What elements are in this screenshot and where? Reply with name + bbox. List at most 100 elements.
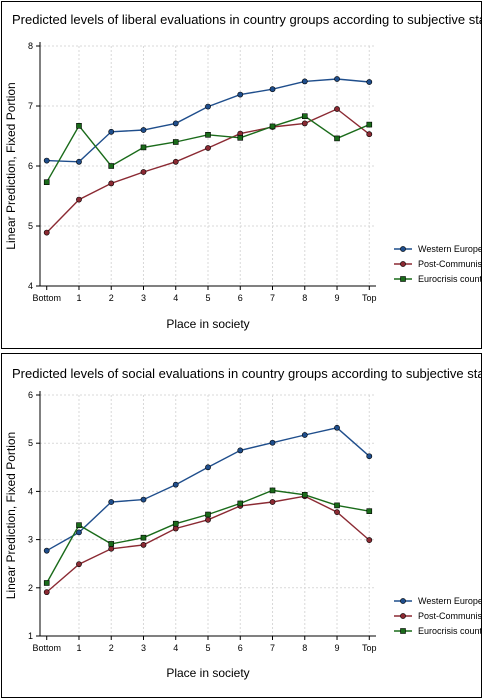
data-point (269, 499, 276, 505)
legend-marker (400, 261, 406, 267)
data-point (140, 144, 147, 151)
y-tick-label: 5 (28, 221, 33, 231)
chart-title: Predicted levels of liberal evaluations … (12, 12, 481, 27)
x-axis-label: Place in society (166, 666, 249, 680)
x-axis-label: Place in society (166, 317, 249, 331)
x-tick-label: Bottom (32, 643, 61, 653)
liberal-evaluations-chart: Predicted levels of liberal evaluations … (1, 1, 482, 349)
data-point (76, 196, 82, 203)
y-tick-label: 5 (28, 438, 33, 448)
data-point (108, 541, 115, 547)
y-axis-label: Linear Prediction, Fixed Portion (4, 82, 18, 249)
data-point (334, 424, 340, 431)
data-point (205, 145, 211, 151)
x-tick-label: 4 (173, 643, 178, 653)
liberal-chart-svg: Predicted levels of liberal evaluations … (4, 12, 481, 331)
legend-label: Western Europe (418, 596, 481, 606)
x-tick-label: 6 (238, 643, 243, 653)
y-tick-label: 3 (28, 535, 33, 545)
data-point (237, 447, 244, 454)
data-point (334, 106, 340, 112)
x-tick-label: Bottom (32, 293, 61, 303)
data-point (76, 561, 82, 568)
y-tick-label: 7 (28, 101, 33, 111)
data-point (366, 537, 373, 543)
data-point (172, 158, 179, 165)
data-point (76, 522, 82, 528)
x-tick-label: 5 (205, 293, 210, 303)
data-point (334, 509, 340, 516)
data-point (76, 123, 82, 129)
data-point (43, 547, 50, 554)
data-point (301, 491, 308, 498)
y-tick-label: 4 (28, 281, 33, 291)
data-point (237, 500, 244, 507)
y-tick-label: 4 (28, 486, 33, 496)
x-tick-label: 2 (109, 293, 114, 303)
social-evaluations-chart: Predicted levels of social evaluations i… (1, 353, 482, 698)
x-tick-label: 3 (141, 643, 146, 653)
data-point (366, 508, 373, 514)
legend-marker (400, 276, 406, 282)
x-tick-label: 3 (141, 293, 146, 303)
x-tick-label: 8 (302, 643, 307, 653)
data-point (366, 453, 373, 460)
legend-label: Eurocrisis country (418, 626, 481, 636)
legend-label: Eurocrisis country (418, 274, 481, 284)
data-point (140, 127, 147, 133)
x-tick-label: 8 (302, 293, 307, 303)
data-point (43, 229, 50, 236)
data-point (108, 180, 115, 187)
data-point (334, 502, 340, 509)
legend-marker (400, 246, 406, 252)
data-point (205, 103, 211, 110)
data-point (108, 545, 115, 552)
data-point (237, 135, 244, 141)
x-tick-label: 2 (109, 643, 114, 653)
legend-marker (400, 598, 406, 604)
data-point (140, 542, 147, 548)
y-tick-label: 6 (28, 161, 33, 171)
data-point (140, 169, 147, 175)
data-point (366, 131, 373, 138)
data-point (172, 525, 179, 532)
data-point (269, 487, 276, 494)
x-tick-label: 6 (238, 293, 243, 303)
data-point (76, 529, 82, 536)
data-point (301, 113, 308, 119)
data-point (43, 580, 50, 586)
data-point (172, 139, 179, 145)
x-tick-label: 9 (335, 643, 340, 653)
x-tick-label: 1 (76, 293, 81, 303)
data-point (43, 157, 50, 164)
legend-marker (400, 613, 406, 619)
data-point (205, 132, 211, 138)
data-point (301, 120, 308, 127)
data-point (366, 121, 373, 128)
data-point (172, 520, 179, 527)
data-point (334, 76, 340, 82)
data-point (43, 589, 50, 596)
legend-label: Post-Communist (418, 611, 481, 621)
x-tick-label: 5 (205, 643, 210, 653)
data-point (140, 496, 147, 503)
x-tick-label: 9 (335, 293, 340, 303)
legend-label: Post-Communist (418, 259, 481, 269)
chart-title: Predicted levels of social evaluations i… (12, 366, 481, 381)
y-tick-label: 1 (28, 631, 33, 641)
y-tick-label: 8 (28, 41, 33, 51)
x-tick-label: 7 (270, 293, 275, 303)
data-point (205, 511, 211, 518)
legend-label: Western Europe (418, 244, 481, 254)
x-tick-label: Top (362, 643, 377, 653)
y-tick-label: 6 (28, 390, 33, 400)
data-point (76, 158, 82, 165)
data-point (108, 499, 115, 505)
data-point (205, 516, 211, 523)
data-point (140, 534, 147, 541)
data-point (269, 86, 276, 93)
data-point (108, 128, 115, 135)
data-point (269, 439, 276, 446)
data-point (172, 120, 179, 127)
social-chart-svg: Predicted levels of social evaluations i… (4, 366, 481, 680)
